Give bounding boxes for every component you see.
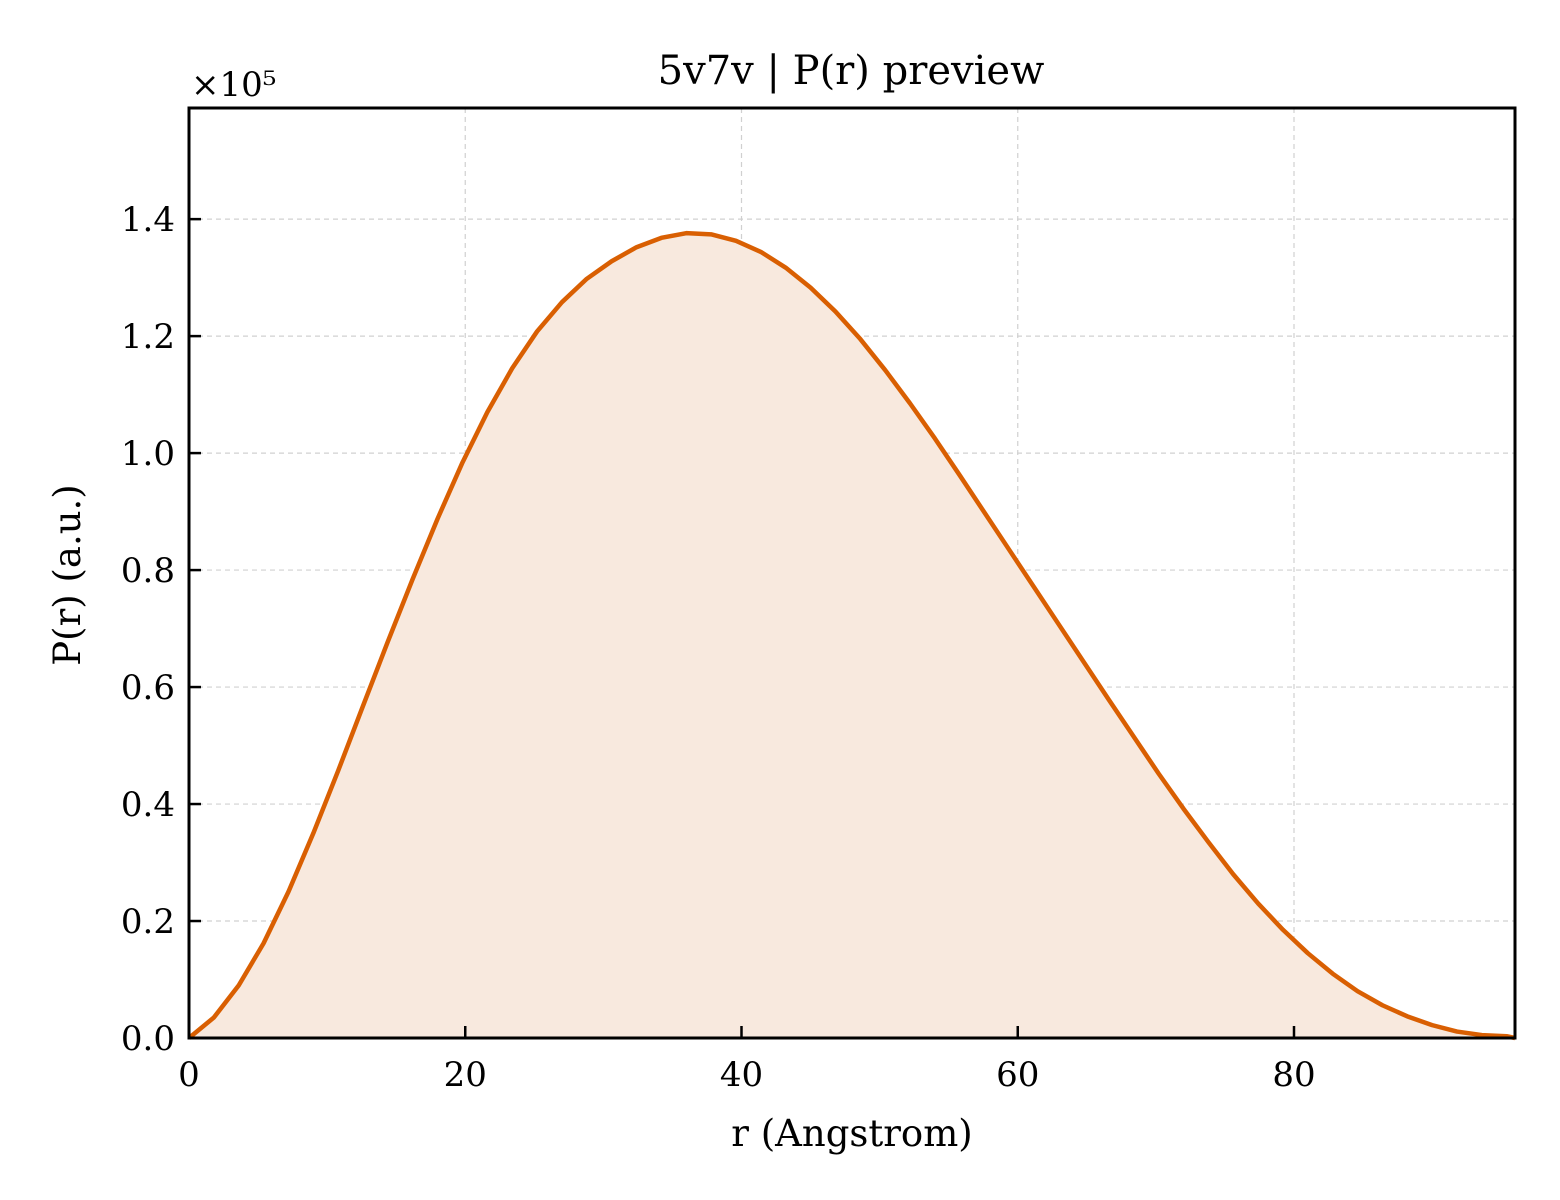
y-tick-label: 0.6 — [121, 668, 175, 708]
x-axis-label: r (Angstrom) — [731, 1112, 972, 1155]
axis-ticks: 0 20 40 60 80 0.0 0.2 0.4 0.6 0.8 1.0 1.2 1.4 — [121, 200, 1316, 1095]
x-tick-label: 60 — [996, 1055, 1039, 1095]
x-tick-label: 80 — [1272, 1055, 1315, 1095]
y-tick-label: 0.0 — [121, 1019, 175, 1059]
plot-frame — [187, 106, 1517, 1040]
y-axis-label: P(r) (a.u.) — [46, 484, 89, 666]
y-tick-label: 1.4 — [121, 200, 175, 240]
y-tick-label: 0.8 — [121, 551, 175, 591]
y-tick-label: 0.2 — [121, 902, 175, 942]
area-fill — [189, 233, 1515, 1039]
x-tick-label: 0 — [178, 1055, 200, 1095]
chart-title: 5v7v | P(r) preview — [658, 48, 1045, 94]
y-tick-label: 1.2 — [121, 317, 175, 357]
y-tick-label: 1.0 — [121, 434, 175, 474]
y-axis-offset-label: ×10⁵ — [191, 65, 276, 105]
y-tick-label: 0.4 — [121, 785, 175, 825]
x-tick-label: 40 — [720, 1055, 763, 1095]
series-line — [187, 230, 1516, 1041]
x-tick-label: 20 — [444, 1055, 487, 1095]
